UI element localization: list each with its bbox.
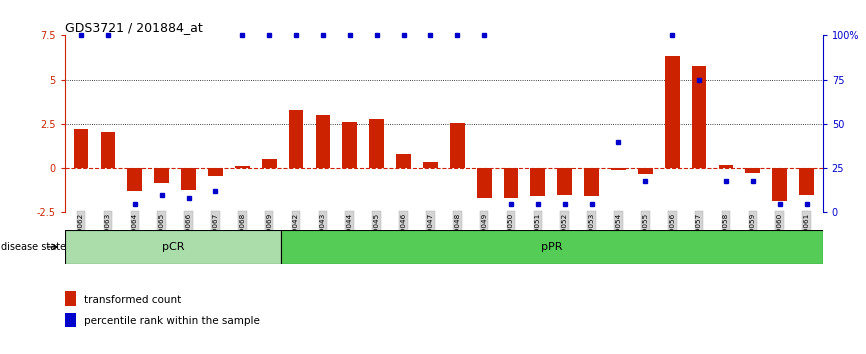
Text: transformed count: transformed count bbox=[83, 295, 181, 305]
Bar bbox=[315, 115, 330, 168]
Bar bbox=[558, 168, 572, 195]
Text: GDS3721 / 201884_at: GDS3721 / 201884_at bbox=[65, 21, 203, 34]
Bar bbox=[65, 291, 76, 306]
Bar bbox=[423, 162, 438, 168]
Bar bbox=[665, 56, 680, 168]
Bar bbox=[585, 168, 599, 196]
Bar bbox=[65, 313, 76, 327]
Bar bbox=[692, 67, 707, 168]
Bar bbox=[638, 168, 653, 175]
Bar bbox=[799, 168, 814, 195]
Bar bbox=[746, 168, 760, 173]
Bar bbox=[396, 154, 410, 168]
Bar bbox=[181, 168, 196, 190]
Bar bbox=[477, 168, 492, 198]
Bar bbox=[531, 168, 546, 196]
Bar bbox=[719, 166, 734, 168]
Bar bbox=[235, 166, 249, 168]
Bar bbox=[288, 110, 303, 168]
Text: pPR: pPR bbox=[541, 242, 563, 252]
Bar bbox=[154, 168, 169, 183]
Text: pCR: pCR bbox=[162, 242, 184, 252]
Bar bbox=[342, 122, 357, 168]
Bar bbox=[127, 168, 142, 191]
Bar bbox=[74, 129, 88, 168]
Bar bbox=[208, 168, 223, 176]
Bar bbox=[65, 230, 281, 264]
Bar bbox=[772, 168, 787, 201]
Bar bbox=[449, 123, 465, 168]
Text: percentile rank within the sample: percentile rank within the sample bbox=[83, 316, 260, 326]
Text: disease state: disease state bbox=[1, 242, 66, 252]
Bar bbox=[504, 168, 519, 198]
Bar bbox=[100, 132, 115, 168]
Bar bbox=[262, 159, 276, 168]
Bar bbox=[611, 168, 626, 170]
Bar bbox=[281, 230, 823, 264]
Bar bbox=[369, 119, 384, 168]
